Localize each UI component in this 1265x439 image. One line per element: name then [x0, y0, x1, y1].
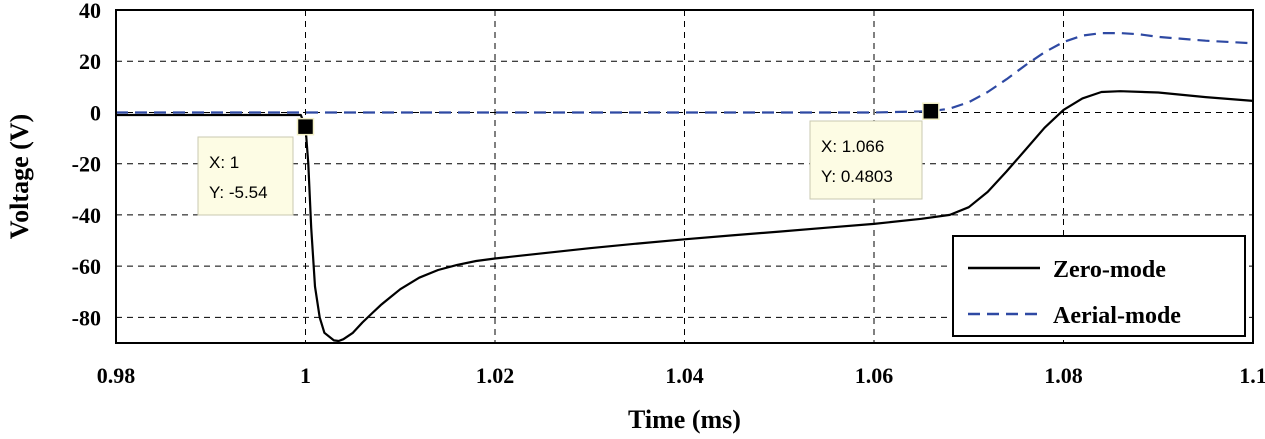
legend-label-aerial-mode: Aerial-mode	[1053, 303, 1181, 329]
datatip-box	[197, 136, 294, 216]
plot-frame	[115, 9, 1254, 344]
legend-box	[952, 235, 1246, 337]
series-layer	[116, 32, 1254, 343]
y-tick-label: -60	[72, 254, 101, 279]
y-tick-label: -40	[72, 203, 101, 228]
legend: Zero-mode Aerial-mode	[952, 235, 1246, 337]
y-tick-label: 20	[79, 49, 101, 74]
datatip-x-label: X: 1	[209, 153, 239, 172]
datatip-box	[809, 120, 923, 200]
datatip-marker	[296, 117, 315, 136]
y-axis-title: Voltage (V)	[5, 114, 34, 239]
y-tick-label: -80	[72, 305, 101, 330]
x-tick-label: 1.08	[1044, 363, 1083, 388]
datatip-marker	[922, 102, 940, 120]
series-line-zero-mode	[116, 90, 1254, 343]
tick-labels: 0.98 1 1.02 1.04 1.06 1.08 1.1 40 20 0 -20 -40 -60 -8…	[72, 0, 1265, 388]
datatip-y-label: Y: 0.4803	[821, 167, 893, 186]
y-tick-label: -20	[72, 152, 101, 177]
x-tick-label: 1.1	[1239, 363, 1265, 388]
legend-label-zero-mode: Zero-mode	[1053, 257, 1166, 283]
x-tick-label: 1.02	[476, 363, 515, 388]
y-tick-label: 0	[90, 100, 101, 125]
x-tick-label: 1.04	[665, 363, 704, 388]
y-tick-label: 40	[79, 0, 101, 23]
series-line-aerial-mode	[116, 32, 1254, 114]
x-tick-label: 1.06	[855, 363, 894, 388]
datatip-x-label: X: 1.066	[821, 137, 884, 156]
x-tick-label: 0.98	[97, 363, 136, 388]
datatip-layer: X: 1 Y: -5.54 X: 1.066 Y: 0.4803	[197, 102, 940, 216]
datatip-y-label: Y: -5.54	[209, 183, 268, 202]
x-axis-title: Time (ms)	[628, 405, 741, 434]
x-tick-label: 1	[300, 363, 311, 388]
